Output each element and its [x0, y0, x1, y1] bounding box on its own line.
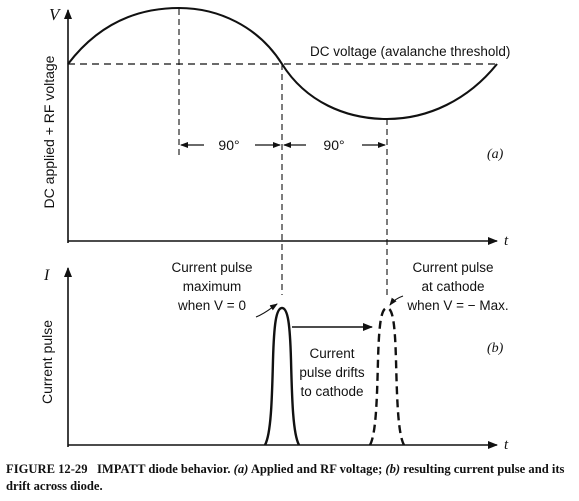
caption-part-a: (a): [233, 462, 249, 476]
left-note-line-1: Current pulse: [171, 260, 252, 275]
caption-part-b-text: resulting current pulse and its drift ac…: [6, 462, 565, 493]
caption-part-b: (b): [385, 462, 401, 476]
right-note-line-1: Current pulse: [412, 260, 493, 275]
dc-threshold-label: DC voltage (avalanche threshold): [310, 44, 510, 59]
panel-a: V t DC applied + RF voltage DC voltage (…: [41, 5, 510, 295]
panel-a-v-symbol: V: [49, 5, 62, 24]
panel-b: I t Current pulse Current pulse maximum …: [39, 260, 509, 453]
right-note-line-2: at cathode: [421, 279, 484, 294]
right-note-line-3: when V = − Max.: [406, 298, 508, 313]
panel-b-tag: (b): [487, 341, 504, 356]
phase-label-left: 90°: [218, 137, 239, 153]
panel-a-tag: (a): [487, 147, 504, 162]
phase-label-right: 90°: [323, 137, 344, 153]
drift-note-line-2: pulse drifts: [299, 365, 365, 380]
figure-caption: FIGURE 12-29 IMPATT diode behavior. (a) …: [6, 461, 574, 495]
right-note-arrow: [389, 295, 404, 306]
panel-b-t-symbol: t: [504, 437, 509, 453]
drift-note: Current pulse drifts to cathode: [299, 346, 365, 399]
left-note-line-3: when V = 0: [177, 298, 246, 313]
current-pulse-solid: [263, 306, 301, 446]
left-note-arrow: [255, 303, 278, 318]
panel-b-y-label: Current pulse: [39, 320, 55, 404]
drift-note-line-3: to cathode: [300, 384, 363, 399]
left-note-line-2: maximum: [183, 279, 242, 294]
drift-note-line-1: Current: [309, 346, 354, 361]
right-note: Current pulse at cathode when V = − Max.: [406, 260, 508, 313]
panel-b-i-symbol: I: [43, 267, 50, 284]
caption-part-a-text: Applied and RF voltage;: [250, 462, 383, 476]
caption-figure-number: FIGURE 12-29: [6, 462, 88, 476]
panel-a-y-label: DC applied + RF voltage: [41, 55, 57, 208]
current-pulse-dashed: [368, 306, 406, 446]
panel-a-t-symbol: t: [504, 233, 509, 249]
left-note: Current pulse maximum when V = 0: [171, 260, 252, 313]
caption-title: IMPATT diode behavior.: [96, 462, 231, 476]
